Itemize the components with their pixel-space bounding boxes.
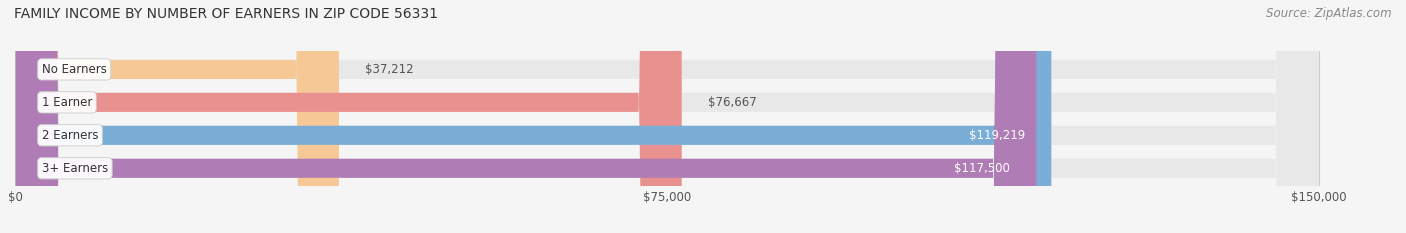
Text: $119,219: $119,219 [969,129,1025,142]
Text: Source: ZipAtlas.com: Source: ZipAtlas.com [1267,7,1392,20]
Text: $76,667: $76,667 [707,96,756,109]
Text: 2 Earners: 2 Earners [42,129,98,142]
FancyBboxPatch shape [15,0,1319,233]
FancyBboxPatch shape [15,0,1319,233]
FancyBboxPatch shape [15,0,1319,233]
Text: 1 Earner: 1 Earner [42,96,93,109]
FancyBboxPatch shape [15,0,1319,233]
FancyBboxPatch shape [15,0,339,233]
FancyBboxPatch shape [15,0,1052,233]
Text: $117,500: $117,500 [955,162,1011,175]
Text: No Earners: No Earners [42,63,107,76]
Text: $37,212: $37,212 [366,63,413,76]
Text: 3+ Earners: 3+ Earners [42,162,108,175]
FancyBboxPatch shape [15,0,682,233]
FancyBboxPatch shape [15,0,1036,233]
Text: FAMILY INCOME BY NUMBER OF EARNERS IN ZIP CODE 56331: FAMILY INCOME BY NUMBER OF EARNERS IN ZI… [14,7,439,21]
